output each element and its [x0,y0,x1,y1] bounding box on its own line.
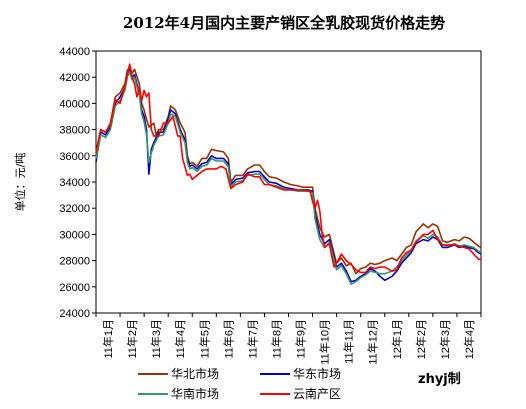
chart-title: 2012年4月国内主要产销区全乳胶现货价格走势 [123,14,445,32]
plot-border [95,50,482,314]
y-tick-label: 26000 [59,282,90,294]
y-axis: 24000 26000 28000 30000 32000 34000 36000 38000… [59,46,96,320]
series-line-4 [95,63,481,274]
y-tick-label: 44000 [59,46,90,58]
x-tick-label: 11年3月 [149,319,163,359]
y-tick-label: 30000 [59,229,90,241]
y-tick-label: 24000 [59,308,90,320]
x-axis: 11年1月 11年2月 11年3月 11年4月 11年5月 11年6月 11年7月 11年8月… [95,313,482,365]
x-tick-label: 12年2月 [414,319,428,359]
x-tick-label: 11年8月 [269,319,283,359]
series-line-3 [95,71,482,285]
x-tick-label: 11年5月 [197,319,211,359]
y-tick-label: 36000 [59,151,90,163]
y-tick-label: 42000 [59,72,90,84]
author-credit: zhyj制 [418,371,461,387]
x-tick-label: 11年2月 [125,319,139,359]
legend-label: 华北市场 [171,366,219,381]
x-tick-label: 12年4月 [462,319,476,359]
legend-label: 华东市场 [293,366,341,381]
plot-area [95,50,482,314]
x-tick-label: 11年4月 [173,319,187,359]
legend-label: 华南市场 [171,386,219,401]
y-axis-label: 单位：元/吨 [13,153,27,212]
x-tick-label: 11年11月 [342,319,356,364]
x-tick-label: 12年3月 [438,319,452,359]
y-tick-label: 38000 [59,125,90,137]
x-tick-label: 11年10月 [318,319,332,365]
legend-label: 云南产区 [293,386,341,401]
x-tick-label: 11年6月 [221,319,235,359]
y-tick-label: 28000 [59,256,90,268]
y-tick-label: 40000 [59,98,90,110]
x-tick-label: 11年7月 [245,319,259,359]
series-lines [95,63,482,285]
x-tick-label: 11年9月 [294,319,308,359]
series-line-1 [95,65,482,275]
y-tick-label: 32000 [59,203,90,215]
y-tick-label: 34000 [59,177,90,189]
x-tick-label: 12年1月 [390,319,404,359]
x-tick-label: 11年12月 [366,319,380,365]
x-tick-label: 11年1月 [101,319,115,359]
series-line-2 [95,68,482,283]
